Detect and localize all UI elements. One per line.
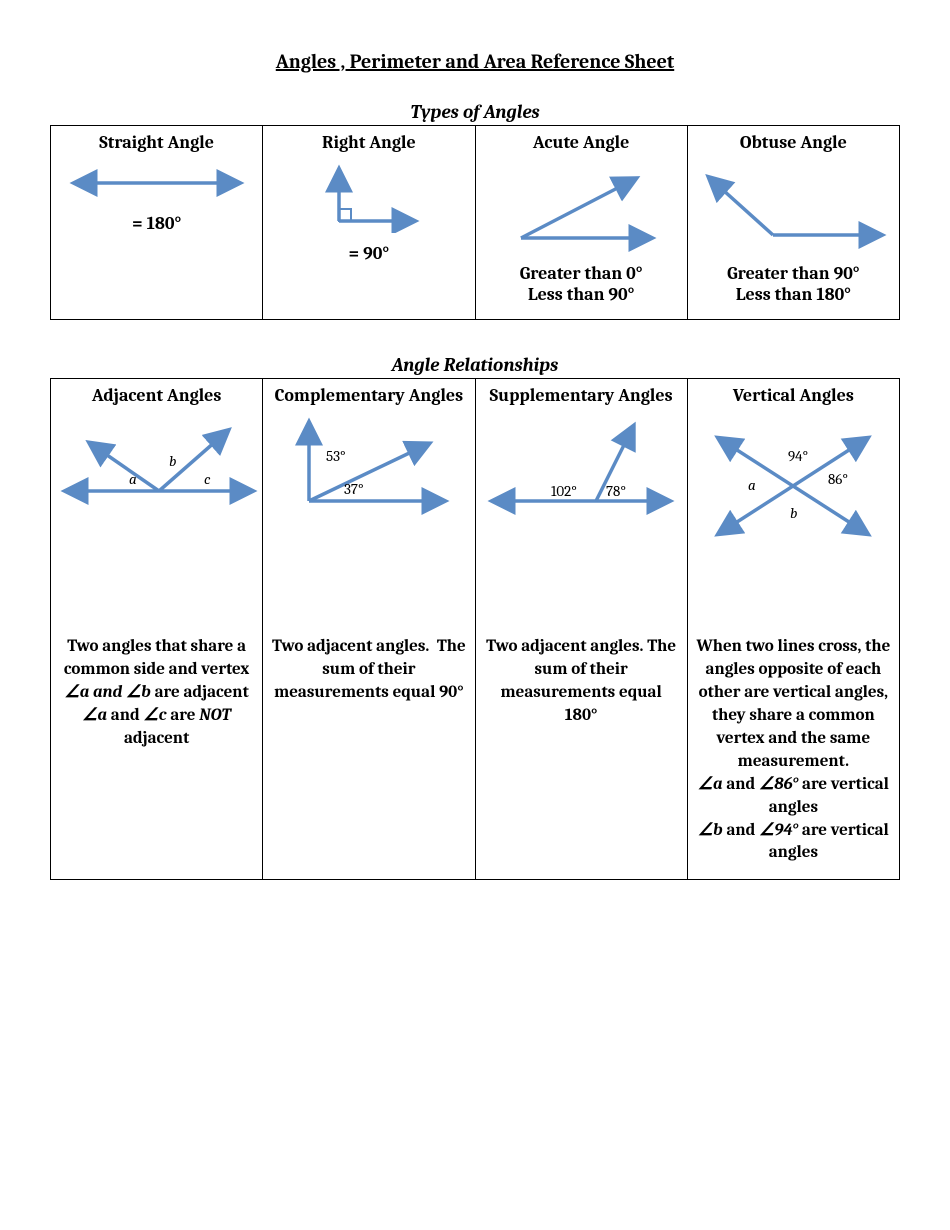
cell-value: = 180° — [59, 213, 254, 234]
cell-head: Right Angle — [271, 132, 466, 153]
cell-right: Right Angle = 90° — [263, 126, 475, 320]
cell-head: Complementary Angles — [271, 385, 466, 406]
label-b: b — [790, 504, 797, 522]
cell-value: = 90° — [271, 243, 466, 264]
label-53: 53° — [326, 447, 346, 465]
cell-value: Greater than 0° Less than 90° — [484, 263, 679, 305]
cell-head: Adjacent Angles — [59, 385, 254, 406]
supplementary-diagram: 102° 78° — [486, 416, 676, 516]
vertical-desc: When two lines cross, the angles opposit… — [696, 636, 891, 865]
cell-head: Acute Angle — [484, 132, 679, 153]
cell-head: Vertical Angles — [696, 385, 891, 406]
cell-complementary: Complementary Angles 53° 37° Two adjacen… — [263, 379, 475, 880]
label-a: a — [748, 476, 756, 494]
section1-title: Types of Angles — [50, 101, 900, 123]
cell-value: Greater than 90° Less than 180° — [696, 263, 891, 305]
complementary-desc: Two adjacent angles. The sum of their me… — [271, 636, 466, 705]
adjacent-diagram: a b c — [59, 416, 259, 516]
label-78: 78° — [606, 482, 626, 500]
label-94: 94° — [788, 447, 808, 465]
cell-head: Supplementary Angles — [484, 385, 679, 406]
cell-straight: Straight Angle = 180° — [51, 126, 263, 320]
page-title: Angles , Perimeter and Area Reference Sh… — [50, 50, 900, 73]
angle-relationships-table: Adjacent Angles a b c Two angles that sh… — [50, 378, 900, 880]
cell-vertical: Vertical Angles 94° 86° a b When two lin… — [687, 379, 899, 880]
adjacent-desc: Two angles that share a common side and … — [59, 636, 254, 751]
acute-angle-diagram — [496, 163, 666, 253]
label-37: 37° — [344, 480, 364, 498]
section2-title: Angle Relationships — [50, 354, 900, 376]
cell-supplementary: Supplementary Angles 102° 78° Two adjace… — [475, 379, 687, 880]
vertical-diagram: 94° 86° a b — [698, 416, 888, 556]
cell-head: Straight Angle — [59, 132, 254, 153]
cell-obtuse: Obtuse Angle Greater than 90° Less than … — [687, 126, 899, 320]
right-angle-diagram — [309, 163, 429, 233]
cell-adjacent: Adjacent Angles a b c Two angles that sh… — [51, 379, 263, 880]
label-c: c — [204, 470, 211, 488]
cell-head: Obtuse Angle — [696, 132, 891, 153]
label-b: b — [169, 452, 176, 470]
obtuse-angle-diagram — [698, 163, 888, 253]
label-a: a — [129, 470, 137, 488]
supplementary-desc: Two adjacent angles. The sum of their me… — [484, 636, 679, 728]
types-of-angles-table: Straight Angle = 180° Right Angle = 90° — [50, 125, 900, 320]
complementary-diagram: 53° 37° — [284, 416, 454, 516]
straight-angle-diagram — [62, 163, 252, 203]
label-102: 102° — [551, 482, 577, 500]
label-86: 86° — [828, 470, 848, 488]
cell-acute: Acute Angle Greater than 0° Less than 90… — [475, 126, 687, 320]
